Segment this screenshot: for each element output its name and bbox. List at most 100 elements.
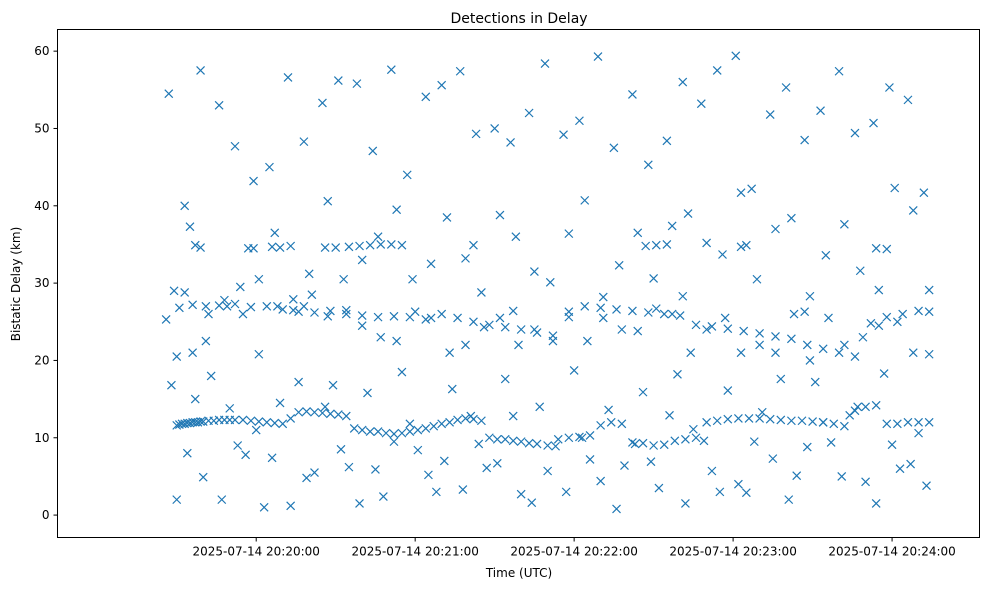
data-point (871, 499, 881, 508)
data-point (683, 209, 693, 218)
data-point (286, 501, 296, 511)
data-point (702, 417, 712, 427)
data-point (771, 348, 780, 358)
data-point (254, 274, 264, 284)
data-point (426, 313, 436, 323)
data-point (214, 100, 224, 110)
data-point (718, 250, 727, 259)
data-point (402, 170, 412, 180)
y-tick-label: 20 (34, 353, 49, 367)
data-point (638, 387, 648, 397)
data-point (580, 301, 590, 311)
data-point (691, 433, 701, 443)
data-point (336, 444, 346, 454)
data-point (286, 241, 296, 251)
data-point (185, 222, 195, 232)
data-point (741, 240, 751, 250)
data-point (553, 434, 563, 444)
data-point (265, 162, 274, 172)
data-point (853, 402, 863, 412)
data-point (262, 301, 272, 311)
data-point (707, 321, 717, 331)
data-point (355, 241, 364, 251)
data-point (275, 243, 285, 252)
data-point (776, 374, 786, 384)
data-point (641, 241, 651, 251)
data-point (310, 308, 319, 317)
x-axis-ticks: 2025-07-14 20:20:00 2025-07-14 20:21:00 20… (192, 537, 956, 559)
data-point (188, 348, 198, 358)
data-point (749, 437, 759, 447)
data-point (235, 282, 245, 292)
data-point (516, 325, 526, 334)
data-point (363, 388, 372, 398)
data-point (405, 419, 415, 429)
data-point (492, 434, 502, 444)
data-point (333, 410, 343, 419)
data-point (421, 315, 431, 324)
data-point (818, 417, 828, 427)
data-point (180, 287, 190, 297)
data-point (890, 183, 900, 193)
data-point (802, 340, 812, 350)
data-point (201, 301, 211, 311)
data-point (484, 433, 494, 443)
data-point (564, 229, 574, 239)
data-point (230, 299, 240, 309)
data-point (816, 106, 825, 116)
data-point (259, 502, 269, 512)
data-point (180, 201, 190, 211)
chart-title: Detections in Delay (450, 11, 587, 27)
data-point (765, 414, 775, 424)
data-point (344, 462, 354, 472)
data-point (275, 398, 285, 408)
data-point (786, 416, 796, 426)
data-point (161, 315, 171, 324)
data-point (471, 129, 481, 139)
data-point (196, 66, 205, 75)
data-point (585, 454, 595, 464)
data-point (230, 415, 240, 425)
y-tick-label: 10 (34, 431, 49, 445)
data-point (871, 400, 881, 410)
data-point (172, 420, 182, 430)
data-point (659, 440, 669, 450)
data-point (834, 348, 844, 358)
data-point (839, 219, 849, 229)
data-point (914, 306, 923, 316)
data-point (612, 304, 621, 314)
data-point (688, 424, 698, 434)
data-point (585, 431, 595, 440)
data-point (680, 434, 690, 444)
data-point (914, 417, 923, 427)
data-point (445, 348, 455, 358)
data-point (545, 277, 555, 287)
data-point (172, 352, 182, 361)
data-point (495, 210, 505, 220)
data-point (874, 285, 884, 295)
data-point (651, 304, 661, 314)
data-point (270, 418, 280, 428)
data-point (325, 409, 335, 419)
data-point (723, 324, 733, 334)
data-point (633, 326, 643, 336)
data-point (386, 65, 396, 75)
data-point (196, 243, 205, 252)
data-point (720, 313, 730, 323)
data-point (219, 295, 229, 305)
data-point (508, 436, 518, 446)
data-point (649, 441, 659, 450)
data-point (254, 349, 264, 359)
data-point (662, 240, 672, 249)
data-point (206, 371, 216, 381)
data-point (805, 291, 815, 301)
y-tick-label: 30 (34, 276, 49, 290)
data-point (249, 176, 258, 186)
data-point (431, 487, 441, 497)
plot-area: 2025-07-14 20:20:00 2025-07-14 20:21:00 20… (34, 29, 980, 559)
data-point (453, 415, 462, 425)
data-point (423, 470, 433, 480)
data-point (371, 465, 380, 474)
data-point (320, 243, 330, 252)
data-point (892, 419, 902, 429)
